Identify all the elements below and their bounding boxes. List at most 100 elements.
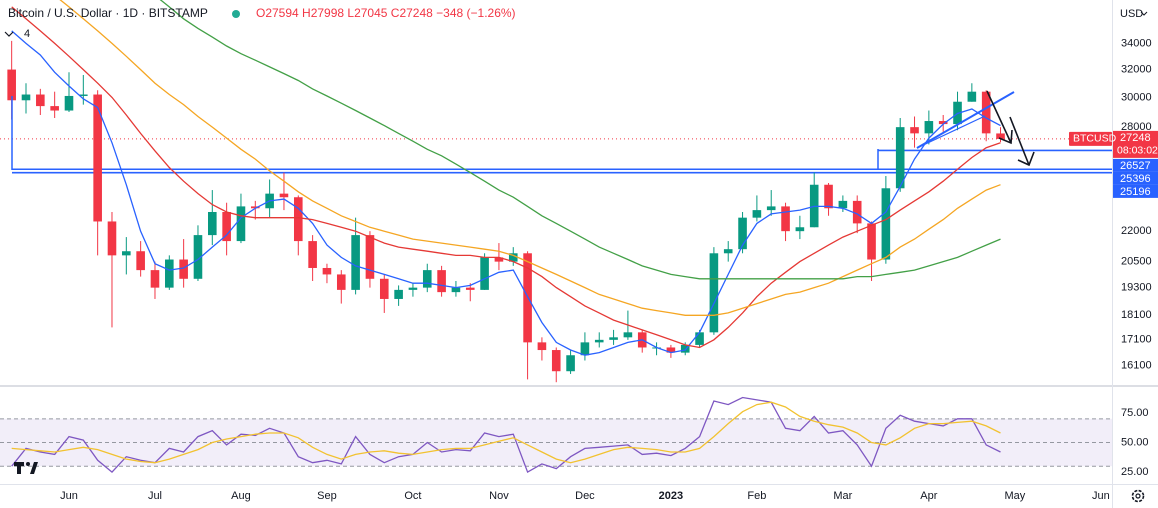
- candle-body: [508, 253, 518, 262]
- candle-body: [107, 221, 117, 256]
- line-tag: [1113, 158, 1158, 172]
- candle-body: [408, 287, 418, 290]
- candle-body: [179, 259, 188, 279]
- candle-body: [250, 206, 260, 209]
- candle-body: [494, 257, 504, 262]
- candle-body: [881, 188, 891, 260]
- rsi-tick-label: 50.00: [1121, 436, 1149, 448]
- indicator-count[interactable]: 4: [24, 28, 30, 40]
- candle-body: [165, 259, 174, 288]
- symbol-tag-label: BTCUSD: [1073, 133, 1117, 145]
- y-tick-label: 19300: [1121, 282, 1152, 294]
- y-tick-label: 30000: [1121, 91, 1152, 103]
- candle-body: [594, 339, 604, 343]
- candle-body: [967, 91, 977, 102]
- candle-body: [93, 94, 102, 222]
- tv-logo[interactable]: [14, 462, 38, 474]
- x-tick-label: Nov: [489, 490, 509, 502]
- candle-body: [680, 344, 690, 353]
- candle-body: [136, 251, 145, 271]
- y-tick-label: 18100: [1121, 309, 1152, 321]
- candle-body: [695, 332, 704, 345]
- x-tick-label: Sep: [317, 490, 337, 502]
- x-tick-label: Apr: [920, 490, 937, 502]
- currency[interactable]: USD: [1120, 8, 1143, 20]
- settings-icon[interactable]: [1131, 489, 1145, 503]
- candle-body: [422, 270, 432, 288]
- rsi-tick-label: 25.00: [1121, 466, 1149, 478]
- candle-body: [938, 121, 948, 125]
- candle-body: [50, 106, 59, 111]
- candle-body: [766, 206, 776, 211]
- candle-body: [895, 127, 905, 189]
- candle-body: [996, 133, 1005, 139]
- arrow: [1009, 116, 1030, 166]
- axes: 16100 17100 18100 19300 20500 22000 28000 30000…: [60, 37, 1158, 502]
- indicator-line: [59, 0, 1001, 316]
- currency-caret[interactable]: [1140, 11, 1148, 16]
- candle-body: [351, 235, 360, 290]
- x-tick-label: Jun: [60, 490, 78, 502]
- y-tick-label: 32000: [1121, 63, 1152, 75]
- collapse-icon[interactable]: [4, 31, 14, 37]
- arrow-head: [1017, 151, 1035, 167]
- line-tag-value: 25396: [1120, 173, 1151, 185]
- candle-body: [365, 235, 375, 279]
- x-tick-label: Jun: [1092, 490, 1110, 502]
- candle-body: [236, 206, 246, 242]
- candle-body: [336, 274, 346, 290]
- x-tick-label: Feb: [747, 490, 766, 502]
- indicator-line: [11, 401, 1001, 464]
- candle-body: [21, 94, 31, 101]
- candle-body: [193, 235, 203, 279]
- symbol-tag: [1069, 131, 1112, 146]
- logo-part: [30, 462, 38, 474]
- y-tick-label: 28000: [1121, 121, 1152, 133]
- candle-body: [537, 342, 547, 351]
- candle-body: [838, 200, 848, 209]
- candle-body: [910, 127, 919, 134]
- x-tick-label: Dec: [575, 490, 595, 502]
- market-status[interactable]: [232, 10, 240, 18]
- y-tick-label: 22000: [1121, 225, 1152, 237]
- candle-body: [293, 197, 303, 242]
- candle-body: [781, 206, 790, 232]
- arrow-head: [998, 129, 1013, 145]
- candle-body: [709, 253, 719, 333]
- user-drawings: [11, 90, 1035, 170]
- candle-body: [379, 278, 389, 299]
- candle-body: [437, 270, 446, 293]
- y-tick-label: 34000: [1121, 37, 1152, 49]
- candle-body: [465, 287, 475, 290]
- line-tag: [1113, 184, 1158, 198]
- indicator-line: [159, 0, 1001, 280]
- gear-center: [1135, 493, 1141, 499]
- y-tick-label: 17100: [1121, 334, 1152, 346]
- candle-body: [867, 223, 876, 260]
- candle-body: [566, 355, 575, 372]
- candle-body: [122, 251, 131, 256]
- candle-body: [852, 200, 862, 224]
- candle-body: [795, 227, 805, 232]
- candle-body: [308, 241, 317, 268]
- indicator-line: [11, 396, 1001, 474]
- candle-body: [723, 249, 733, 254]
- candle-body: [924, 121, 934, 134]
- gear: [1131, 489, 1145, 503]
- x-tick-label: May: [1004, 490, 1025, 502]
- candle-body: [79, 94, 88, 96]
- x-tick-label: Aug: [231, 490, 251, 502]
- price-pane: [0, 0, 1112, 383]
- trend-line: [916, 91, 1015, 149]
- candle-body: [322, 267, 332, 275]
- candle-body: [738, 217, 747, 250]
- x-tick-label: 2023: [659, 490, 683, 502]
- rsi-pane: [11, 396, 1001, 474]
- candle-body: [752, 210, 762, 218]
- y-tick-label: 20500: [1121, 256, 1152, 268]
- candle-body: [824, 184, 833, 209]
- indicator-line: [11, 30, 1001, 356]
- candle-body: [222, 211, 231, 242]
- candle-body: [981, 91, 991, 134]
